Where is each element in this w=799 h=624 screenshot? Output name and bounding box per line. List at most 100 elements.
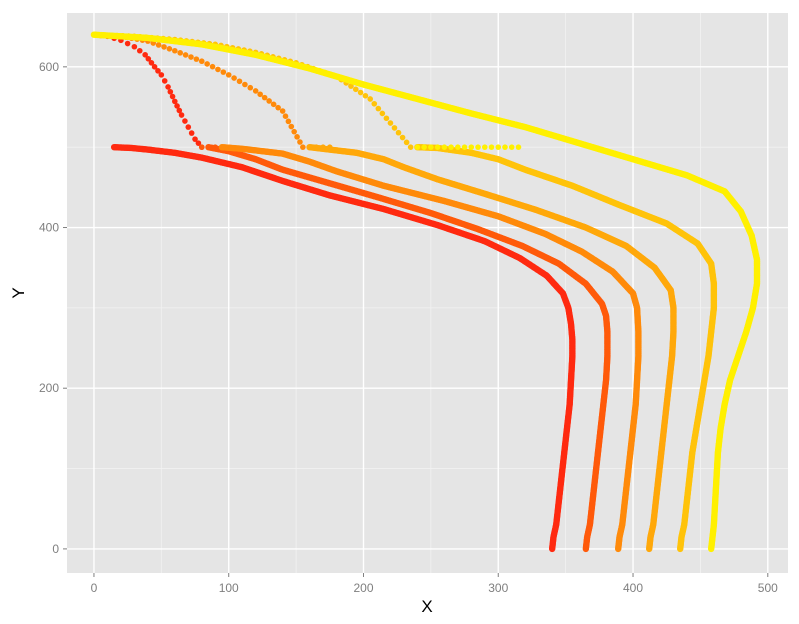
point-tail — [468, 144, 475, 150]
point-tail — [428, 144, 434, 150]
point-tail — [357, 89, 364, 96]
point-tail — [403, 139, 410, 146]
point-tail — [185, 124, 192, 130]
point-tail — [155, 68, 161, 74]
point-tail — [167, 88, 174, 95]
point-tail — [279, 108, 286, 114]
point-tail — [387, 120, 394, 126]
point-tail — [215, 66, 221, 73]
point-tail — [383, 115, 390, 122]
point-tail — [161, 78, 168, 84]
point-tail — [282, 113, 289, 119]
series-2 — [198, 143, 611, 553]
x-tick-label: 100 — [219, 581, 239, 595]
point-tail — [455, 144, 461, 150]
point-tail — [136, 47, 143, 54]
point-tail — [288, 123, 295, 130]
point-tail — [131, 43, 138, 50]
series-layer — [90, 31, 761, 553]
point-tail — [441, 144, 448, 150]
point-tail — [306, 144, 313, 150]
point-descent — [90, 31, 98, 38]
point-tail — [193, 56, 200, 62]
point-tail — [352, 86, 359, 93]
point-tail — [285, 118, 292, 125]
point-tail — [177, 50, 183, 56]
series-4 — [306, 143, 677, 553]
point-tail — [172, 98, 178, 105]
tick-layer: 0 100 200 300 400 500 0 200 400 600 — [39, 60, 778, 595]
point-tail — [188, 54, 194, 60]
point-tail — [297, 139, 303, 145]
point-tail — [172, 47, 178, 54]
point-tail — [161, 44, 167, 50]
point-tail — [434, 144, 441, 150]
point-tail — [247, 84, 254, 91]
point-tail — [261, 94, 268, 101]
point-tail — [225, 72, 232, 78]
point-tail — [502, 144, 508, 150]
point-tail — [362, 92, 369, 99]
point-tail — [371, 100, 378, 107]
point-tail — [204, 61, 210, 67]
x-tick-label: 200 — [353, 581, 373, 595]
point-tail — [174, 103, 180, 109]
point-tail — [495, 144, 502, 150]
point-tail — [407, 144, 414, 150]
point-tail — [508, 144, 515, 150]
point-tail — [375, 105, 382, 112]
point-tail — [326, 144, 333, 150]
point-tail — [313, 144, 320, 150]
point-tail — [448, 144, 454, 150]
point-tail — [266, 98, 272, 104]
point-tail — [257, 91, 263, 98]
point-tail — [165, 84, 171, 90]
point-tail — [270, 101, 277, 108]
y-tick-label: 600 — [39, 60, 59, 74]
point-tail — [178, 112, 185, 118]
point-tail — [151, 64, 158, 70]
minor-grid — [67, 13, 788, 573]
point-tail — [348, 83, 354, 89]
major-grid — [67, 13, 788, 573]
point-tail — [231, 75, 237, 81]
y-tick-label: 200 — [39, 381, 59, 395]
point-tail — [182, 52, 189, 58]
point-tail — [379, 110, 386, 117]
point-descent — [110, 143, 118, 151]
point-tail — [212, 144, 219, 150]
point-tail — [300, 144, 306, 150]
point-tail — [475, 144, 481, 150]
point-tail — [399, 134, 406, 141]
plot-panel — [67, 13, 788, 573]
point-tail — [176, 107, 183, 114]
x-tick-label: 0 — [91, 581, 98, 595]
x-tick-label: 300 — [488, 581, 508, 595]
series-3 — [91, 31, 642, 553]
point-tail — [367, 96, 374, 102]
point-tail — [488, 144, 495, 150]
point-tail — [242, 81, 248, 88]
series-6 — [90, 31, 761, 553]
y-tick-label: 0 — [52, 542, 59, 556]
series-1 — [91, 31, 576, 553]
x-tick-label: 500 — [758, 581, 778, 595]
point-tail — [155, 42, 162, 48]
point-tail — [236, 78, 243, 85]
point-tail — [220, 69, 227, 75]
y-axis-title: Y — [9, 287, 28, 298]
y-tick-label: 400 — [39, 221, 59, 235]
point-tail — [205, 144, 212, 150]
x-tick-label: 400 — [623, 581, 643, 595]
x-axis-title: X — [421, 597, 432, 616]
point-tail — [198, 144, 205, 150]
point-tail — [198, 58, 205, 65]
point-tail — [192, 136, 198, 142]
point-tail — [252, 88, 259, 94]
point-descent — [218, 143, 226, 151]
point-tail — [188, 130, 195, 136]
point-tail — [391, 125, 398, 131]
point-tail — [209, 63, 216, 70]
